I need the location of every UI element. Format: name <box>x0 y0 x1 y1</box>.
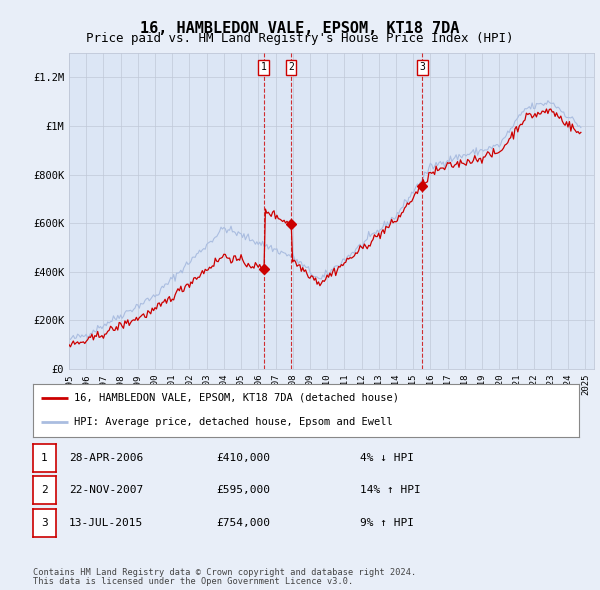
Text: 2: 2 <box>41 486 48 495</box>
Text: 1: 1 <box>41 453 48 463</box>
Text: 28-APR-2006: 28-APR-2006 <box>69 453 143 463</box>
Text: £754,000: £754,000 <box>216 518 270 527</box>
Text: 9% ↑ HPI: 9% ↑ HPI <box>360 518 414 527</box>
Text: 14% ↑ HPI: 14% ↑ HPI <box>360 486 421 495</box>
Text: 1: 1 <box>261 63 267 73</box>
Text: 3: 3 <box>41 518 48 527</box>
Text: This data is licensed under the Open Government Licence v3.0.: This data is licensed under the Open Gov… <box>33 577 353 586</box>
Text: 2: 2 <box>288 63 294 73</box>
Text: 16, HAMBLEDON VALE, EPSOM, KT18 7DA: 16, HAMBLEDON VALE, EPSOM, KT18 7DA <box>140 21 460 35</box>
Text: 22-NOV-2007: 22-NOV-2007 <box>69 486 143 495</box>
Text: £410,000: £410,000 <box>216 453 270 463</box>
Text: £595,000: £595,000 <box>216 486 270 495</box>
Text: 13-JUL-2015: 13-JUL-2015 <box>69 518 143 527</box>
Text: 16, HAMBLEDON VALE, EPSOM, KT18 7DA (detached house): 16, HAMBLEDON VALE, EPSOM, KT18 7DA (det… <box>74 393 399 403</box>
Text: 3: 3 <box>419 63 425 73</box>
Text: HPI: Average price, detached house, Epsom and Ewell: HPI: Average price, detached house, Epso… <box>74 417 392 427</box>
Text: Contains HM Land Registry data © Crown copyright and database right 2024.: Contains HM Land Registry data © Crown c… <box>33 568 416 576</box>
Text: Price paid vs. HM Land Registry's House Price Index (HPI): Price paid vs. HM Land Registry's House … <box>86 32 514 45</box>
Text: 4% ↓ HPI: 4% ↓ HPI <box>360 453 414 463</box>
